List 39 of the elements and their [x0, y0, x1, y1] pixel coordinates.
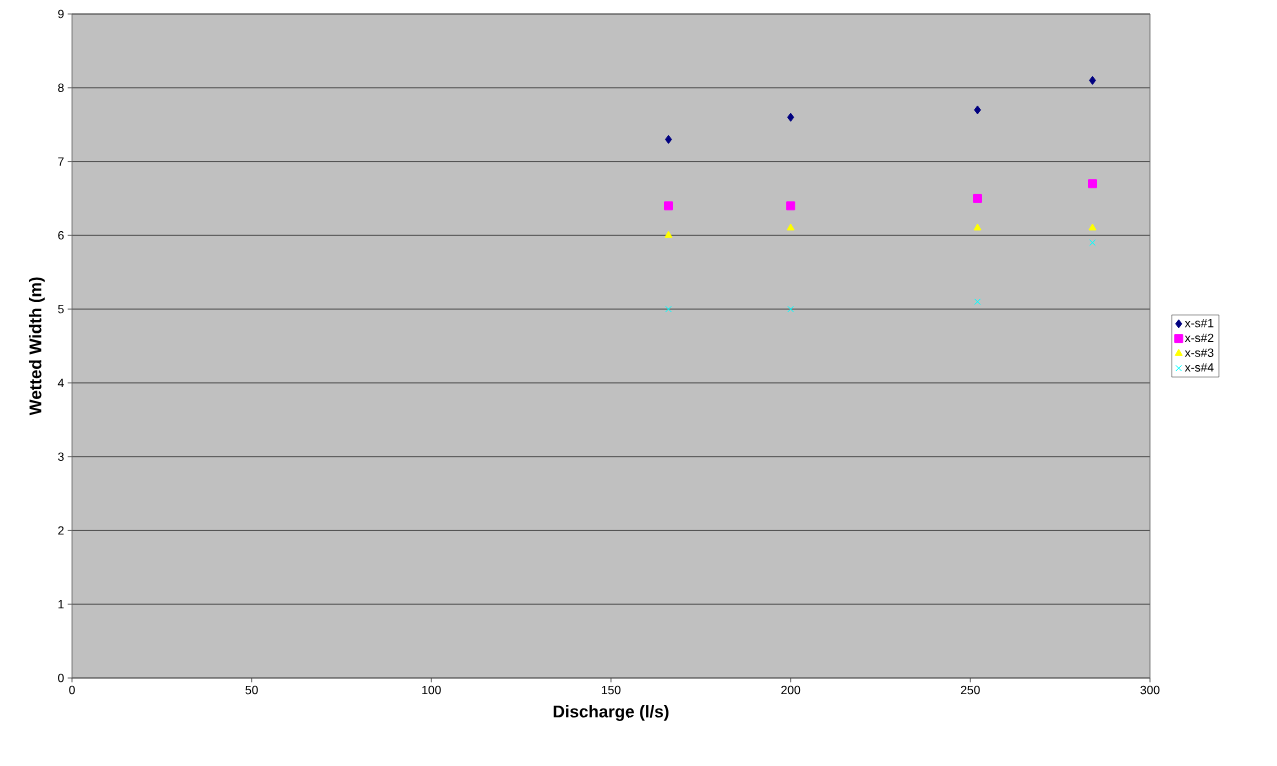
point: [1088, 223, 1097, 231]
point: [665, 134, 672, 144]
y-tick-label: 2: [58, 526, 64, 535]
y-tick-label: 0: [58, 673, 64, 683]
point: [665, 305, 672, 313]
y-axis-title: Wetted Width (m): [28, 277, 45, 416]
point: [973, 193, 982, 203]
legend-label: x-s#4: [1184, 363, 1214, 372]
y-tick-label: 3: [58, 452, 64, 461]
point: [973, 223, 982, 231]
x-axis-title: Discharge (l/s): [553, 705, 669, 721]
point: [664, 230, 673, 238]
y-tick-label: 8: [58, 83, 64, 92]
point: [786, 223, 795, 231]
x-tick-label: 150: [601, 685, 621, 695]
point: [786, 201, 796, 211]
y-tick-label: 5: [58, 304, 64, 314]
x-tick-label: 300: [1140, 685, 1160, 695]
y-tick-label: 9: [58, 9, 64, 19]
point: [664, 201, 673, 211]
point: [974, 298, 981, 306]
point: [1088, 179, 1097, 189]
point: [787, 305, 794, 313]
point: [787, 112, 795, 122]
y-tick-label: 6: [58, 231, 64, 240]
legend-label: x-s#2: [1184, 333, 1214, 343]
point: [1089, 239, 1096, 247]
y-tick-label: 4: [57, 378, 64, 387]
x-tick-label: 50: [245, 685, 258, 695]
x-tick-label: 0: [69, 685, 75, 695]
y-tick-label: 7: [58, 157, 64, 166]
x-tick-label: 200: [781, 685, 801, 695]
y-tick-label: 1: [58, 600, 64, 609]
point: [1089, 75, 1096, 85]
legend-label: x-s#1: [1184, 318, 1214, 328]
point: [974, 105, 981, 115]
x-tick-label: 250: [960, 685, 980, 695]
x-tick-label: 100: [422, 685, 441, 695]
legend-label: x-s#3: [1184, 348, 1214, 357]
